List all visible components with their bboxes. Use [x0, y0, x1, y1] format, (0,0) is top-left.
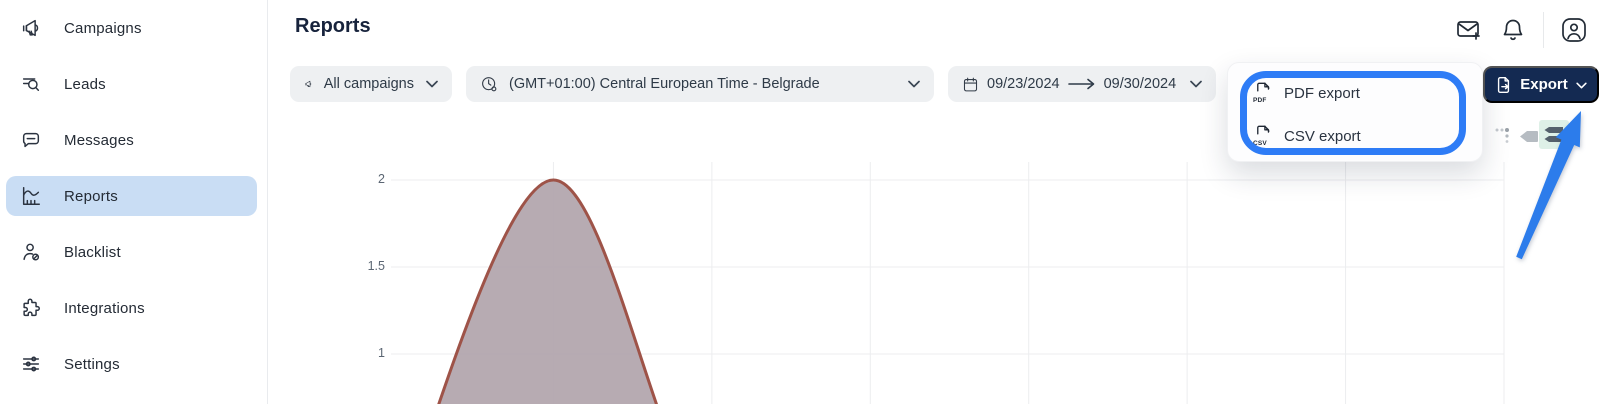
sidebar-item-integrations[interactable]: Integrations	[6, 280, 257, 336]
sidebar-item-label: Integrations	[64, 299, 145, 317]
campaigns-filter-label: All campaigns	[323, 76, 414, 92]
page-title: Reports	[295, 15, 371, 37]
export-button[interactable]: Export	[1483, 66, 1599, 103]
chevron-down-icon	[1190, 75, 1202, 93]
date-range-start: 09/23/2024	[987, 76, 1060, 92]
export-dropdown-menu: PDF PDF export CSV CSV export	[1227, 62, 1483, 162]
export-button-label: Export	[1520, 76, 1568, 93]
arrow-right-icon	[1067, 78, 1094, 90]
header-divider	[1543, 12, 1544, 48]
calendar-icon	[963, 77, 978, 91]
account-avatar-icon	[1562, 18, 1586, 42]
menu-item-pdf-export[interactable]: PDF PDF export	[1253, 76, 1360, 110]
notifications-button[interactable]	[1491, 8, 1535, 52]
csv-file-icon: CSV	[1253, 125, 1274, 147]
sidebar-item-label: Campaigns	[64, 19, 142, 37]
drag-handle-dots-icon[interactable]	[1494, 126, 1512, 146]
sidebar-item-leads[interactable]: Leads	[6, 56, 257, 112]
sidebar-item-label: Settings	[64, 355, 120, 373]
sidebar-item-label: Leads	[64, 75, 106, 93]
menu-item-csv-export[interactable]: CSV CSV export	[1253, 119, 1361, 153]
sidebar-item-settings[interactable]: Settings	[6, 336, 257, 392]
header-actions	[1447, 0, 1604, 60]
pdf-file-icon: PDF	[1253, 82, 1274, 104]
megaphone-icon	[305, 80, 312, 88]
blocked-user-icon	[19, 240, 43, 264]
sidebar-item-blacklist[interactable]: Blacklist	[6, 224, 257, 280]
notifications-bell-icon	[1503, 19, 1523, 41]
chart-icon	[19, 184, 43, 208]
date-range-picker[interactable]: 09/23/2024 09/30/2024	[948, 66, 1216, 102]
menu-item-label: PDF export	[1284, 84, 1360, 102]
sidebar-item-campaigns[interactable]: Campaigns	[6, 0, 257, 56]
date-range-end: 09/30/2024	[1103, 76, 1177, 92]
megaphone-icon	[19, 16, 43, 40]
chevron-down-icon	[1576, 77, 1587, 92]
sidebar-item-label: Reports	[64, 187, 118, 205]
sidebar-item-messages[interactable]: Messages	[6, 112, 257, 168]
y-axis-tick-1-5: 1.5	[367, 259, 385, 273]
y-axis-tick-2: 2	[378, 172, 385, 186]
sidebar-item-label: Blacklist	[64, 243, 121, 261]
y-axis-tick-1: 1	[378, 346, 385, 360]
compose-mail-button[interactable]	[1447, 8, 1491, 52]
sidebar-item-label: Messages	[64, 131, 134, 149]
sliders-icon	[19, 352, 43, 376]
timezone-filter-dropdown[interactable]: (GMT+01:00) Central European Time - Belg…	[466, 66, 934, 102]
puzzle-icon	[19, 296, 43, 320]
account-button[interactable]	[1552, 8, 1596, 52]
collapse-tag-icon[interactable]	[1519, 130, 1538, 143]
campaigns-filter-dropdown[interactable]: All campaigns	[290, 66, 452, 102]
message-bubble-icon	[19, 128, 43, 152]
timezone-filter-label: (GMT+01:00) Central European Time - Belg…	[509, 76, 820, 92]
rows-icon	[1544, 127, 1563, 142]
menu-item-label: CSV export	[1284, 127, 1361, 145]
leads-search-icon	[19, 72, 43, 96]
timezone-clock-icon	[482, 77, 497, 92]
sidebar-item-reports[interactable]: Reports	[6, 176, 257, 216]
layout-toggle-chip[interactable]	[1539, 120, 1569, 149]
export-file-icon	[1498, 76, 1510, 93]
chevron-down-icon	[426, 75, 438, 93]
compose-mail-icon	[1457, 21, 1480, 40]
chevron-down-icon	[908, 75, 920, 93]
sidebar: Campaigns Leads Messages Reports Blackli…	[0, 0, 268, 404]
